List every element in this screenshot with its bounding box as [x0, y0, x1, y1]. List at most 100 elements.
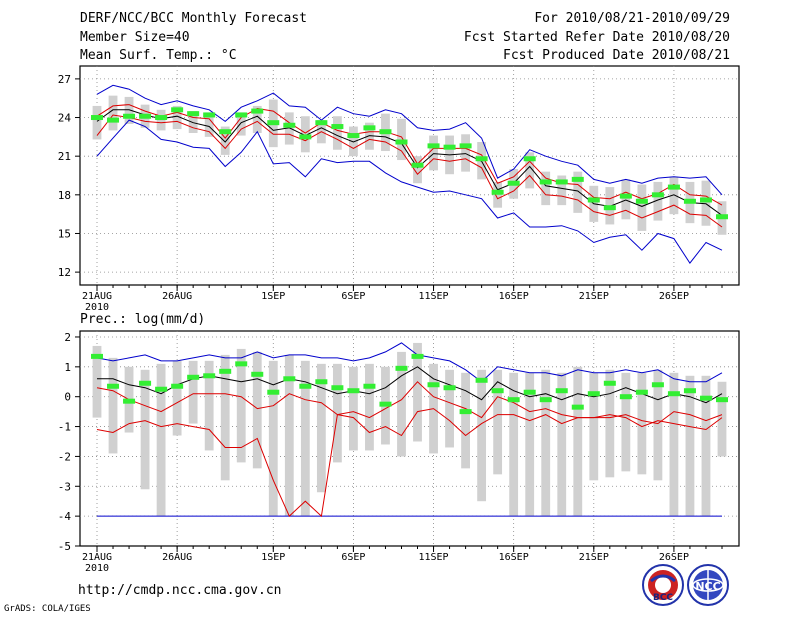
prec-obs-marker — [603, 380, 616, 386]
prec-mean-line — [97, 366, 723, 404]
temp-obs-marker — [667, 184, 680, 190]
temp-ytick-label: 27 — [58, 73, 71, 86]
prec-obs-marker — [267, 389, 280, 395]
temp-obs-marker — [107, 117, 120, 123]
prec-spread-box — [284, 354, 294, 517]
temperature-panel: 12 15 18 21 24 27 21AUG 26AUG 1SEP 6SEP 11SEP 16SEP… — [58, 65, 740, 313]
prec-ytick-label: -4 — [58, 510, 72, 523]
temp-ytick-label: 24 — [58, 112, 72, 125]
temp-xtick-label: 6SEP — [341, 291, 365, 302]
ncc-logo-text: NCC — [695, 580, 720, 593]
temp-obs-marker — [139, 113, 152, 119]
temp-obs-marker — [716, 214, 728, 220]
prec-spread-box — [188, 360, 198, 424]
prec-obs-marker — [651, 382, 664, 388]
temp-mean-line — [96, 109, 723, 216]
temp-spread-box — [300, 116, 310, 153]
prec-obs-marker — [315, 379, 328, 385]
prec-spread-box — [108, 357, 118, 454]
temp-spread-box — [541, 171, 551, 206]
temp-spread-box — [332, 116, 342, 150]
prec-obs-marker — [459, 409, 472, 415]
temp-spread-box — [637, 184, 647, 231]
temp-obs-marker — [683, 198, 696, 204]
prec-obs-marker — [203, 373, 216, 379]
temp-obs-marker — [123, 113, 136, 119]
grads-credit: GrADS: COLA/IGES — [4, 604, 91, 614]
temp-ytick-label: 15 — [58, 227, 71, 240]
prec-year-label: 2010 — [85, 563, 109, 574]
prec-obs-marker — [539, 397, 552, 403]
prec-spread-box — [92, 345, 102, 418]
prec-obs-marker — [635, 389, 648, 395]
prec-spread-box — [300, 360, 310, 517]
prec-spread-box — [477, 369, 487, 502]
prec-ytick-label: -2 — [58, 450, 71, 463]
temp-spread-box — [108, 95, 118, 131]
prec-obs-marker — [555, 388, 568, 394]
prec-spread-box — [589, 372, 599, 481]
temp-obs-marker — [235, 112, 248, 118]
prec-xtick-label: 11SEP — [418, 552, 448, 563]
prec-spread-box — [349, 366, 358, 451]
prec-spread-box — [156, 363, 166, 517]
temp-obs-marker — [267, 120, 280, 126]
prec-obs-marker — [171, 383, 184, 389]
prec-spread-box — [717, 381, 727, 457]
prec-spread-box — [605, 369, 615, 478]
temp-xtick-label: 21AUG — [82, 291, 112, 302]
temp-spread-box — [525, 152, 535, 189]
temp-obs-marker — [635, 198, 648, 204]
bcc-logo: BCC — [642, 564, 684, 606]
prec-obs-marker — [219, 368, 232, 374]
temp-spread-box — [365, 122, 374, 150]
prec-obs-marker — [667, 391, 680, 397]
temp-spread-box — [188, 111, 198, 133]
temp-obs-marker — [91, 115, 103, 121]
temp-obs-marker — [443, 144, 456, 150]
temp-obs-marker — [555, 179, 568, 185]
prec-obs-marker — [683, 388, 696, 394]
temp-ytick-label: 12 — [58, 266, 71, 279]
prec-spread-box — [236, 348, 246, 463]
prec-obs-marker — [251, 371, 264, 377]
prec-obs-marker — [331, 385, 344, 391]
temp-spread-box — [397, 118, 406, 161]
prec-ytick-label: 2 — [64, 331, 71, 344]
temp-xtick-label: 26SEP — [659, 291, 689, 302]
prec-spread-box — [525, 372, 535, 517]
prec-spread-box — [541, 369, 551, 517]
temp-spread-box — [172, 105, 182, 130]
precipitation-panel: -5 -4 -3 -2 -1 0 1 2 21AUG 26AUG 1SEP 6SEP 11SEP 16SE… — [58, 330, 740, 574]
prec-p10-line — [96, 408, 723, 518]
bcc-logo-text: BCC — [653, 593, 673, 603]
source-url[interactable]: http://cmdp.ncc.cma.gov.cn — [78, 583, 282, 598]
temp-spread-box — [220, 126, 230, 155]
temp-spread-box — [413, 156, 422, 184]
prec-obs-marker — [395, 365, 408, 371]
produced-date: Fcst Produced Date 2010/08/21 — [503, 48, 730, 63]
temp-obs-marker — [315, 120, 328, 126]
temp-obs-marker — [651, 192, 664, 198]
temp-spread-box — [156, 109, 166, 131]
temp-spread-box — [349, 126, 358, 157]
temp-obs-marker — [299, 134, 312, 140]
temp-obs-marker — [347, 133, 360, 139]
temp-obs-marker — [491, 189, 504, 195]
temp-xtick-label: 16SEP — [499, 291, 529, 302]
prec-spread-box — [172, 360, 182, 436]
prec-obs-marker — [523, 389, 536, 395]
temp-obs-marker — [427, 143, 440, 149]
temp-spread-box — [252, 105, 262, 133]
prec-spread-box — [220, 354, 230, 481]
member-size-label: Member Size=40 — [80, 30, 190, 45]
forecast-period: For 2010/08/21-2010/09/29 — [534, 11, 730, 26]
prec-spread-box — [252, 351, 262, 469]
prec-spread-box — [268, 360, 278, 517]
prec-obs-marker — [123, 398, 136, 404]
prec-max-line — [96, 342, 723, 383]
temp-spread-box — [236, 112, 246, 136]
temp-obs-marker — [603, 205, 616, 211]
prec-spread-box — [685, 375, 695, 517]
prec-spread-box — [365, 363, 374, 451]
